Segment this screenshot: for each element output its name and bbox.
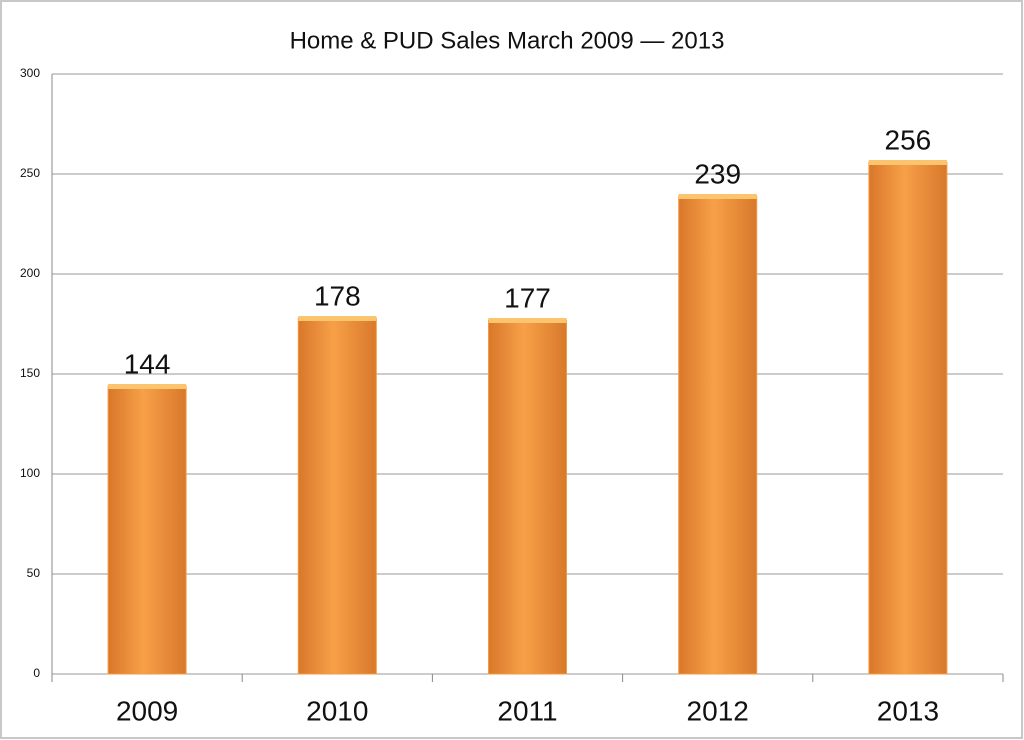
bar: [297, 317, 377, 675]
bar: [488, 319, 567, 675]
y-tick-label: 300: [20, 66, 40, 80]
x-tick-label: 2011: [497, 695, 557, 726]
bar: [868, 161, 948, 675]
bar-cap: [298, 316, 377, 321]
bar-cap: [108, 384, 187, 389]
y-tick-label: 0: [33, 666, 40, 680]
y-tick-label: 250: [20, 166, 40, 180]
x-tick-label: 2009: [116, 695, 178, 726]
data-label: 239: [694, 158, 741, 189]
data-label: 178: [314, 280, 361, 311]
data-label: 177: [504, 282, 551, 313]
y-tick-label: 150: [20, 366, 40, 380]
bar: [107, 385, 187, 675]
bar-cap: [678, 194, 757, 199]
x-tick-label: 2010: [306, 695, 368, 726]
y-tick-label: 200: [20, 266, 40, 280]
bar-cap: [488, 318, 567, 323]
data-label: 256: [885, 124, 932, 155]
bar-cap: [868, 160, 947, 165]
x-tick-label: 2013: [877, 695, 939, 726]
y-tick-label: 100: [20, 466, 40, 480]
bar: [678, 195, 758, 675]
x-tick-label: 2012: [687, 695, 749, 726]
data-label: 144: [124, 348, 171, 379]
chart-title: Home & PUD Sales March 2009 — 2013: [290, 27, 725, 54]
y-tick-label: 50: [27, 566, 41, 580]
